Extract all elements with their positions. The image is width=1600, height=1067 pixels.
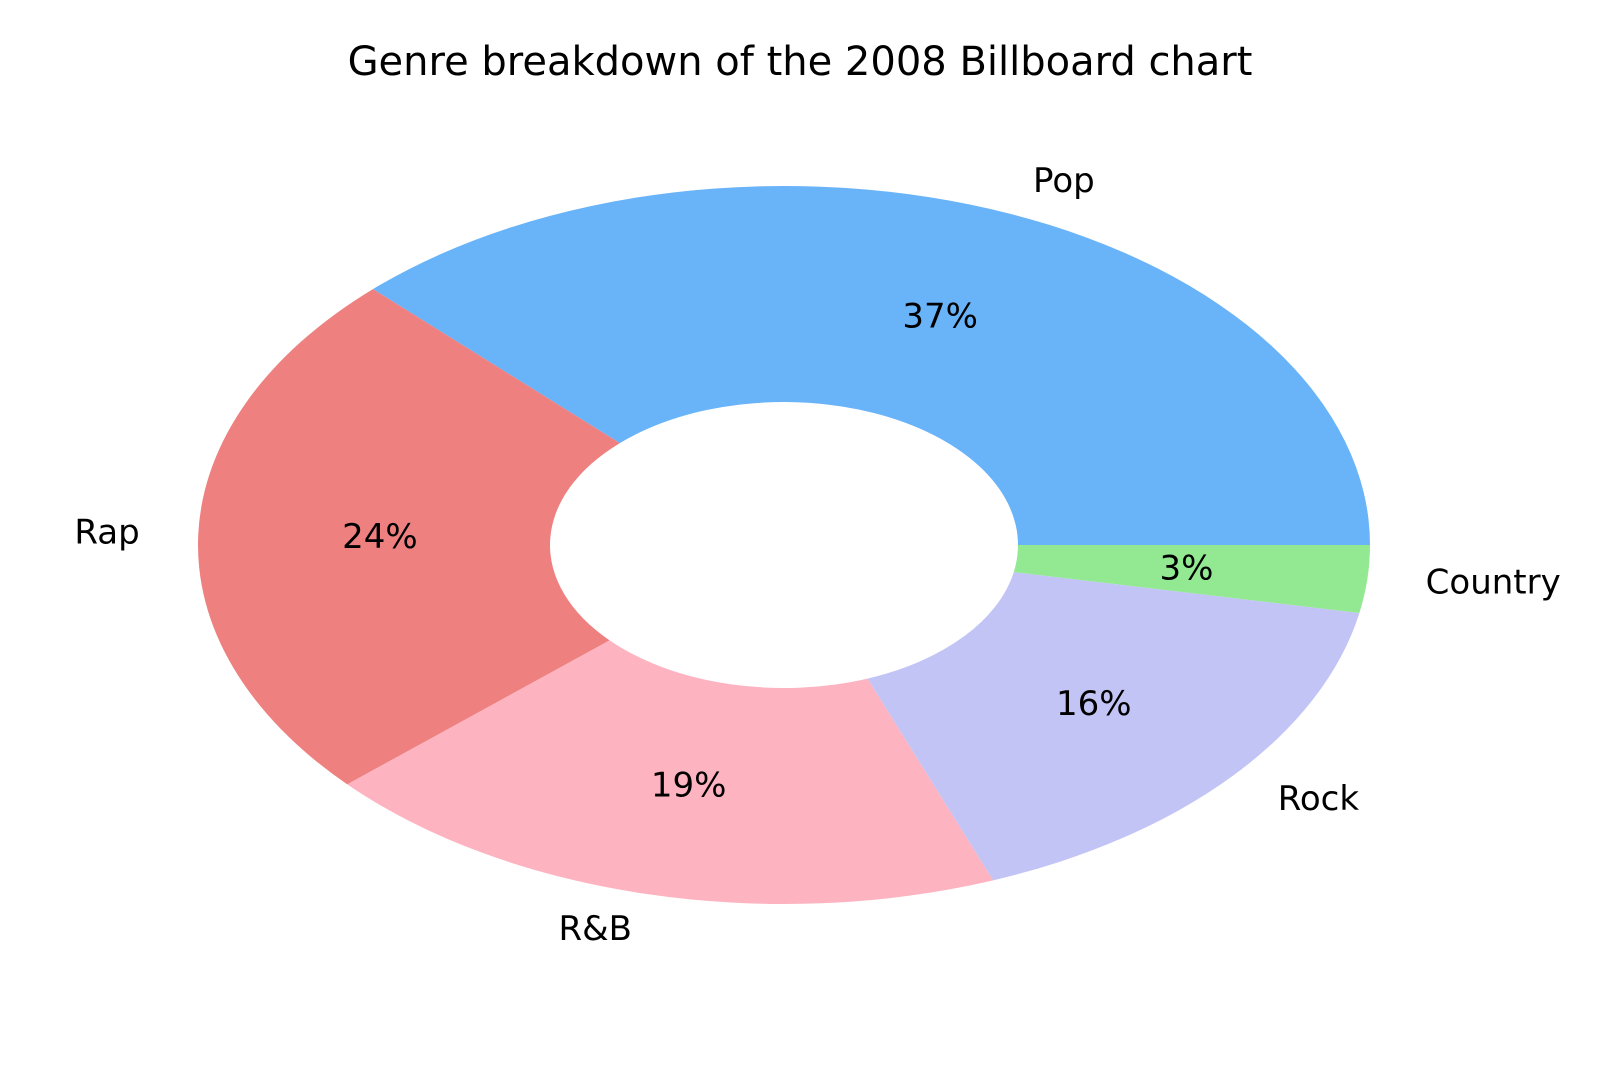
percent-label-rap: 24% bbox=[342, 517, 418, 557]
percent-label-pop: 37% bbox=[902, 297, 978, 337]
chart-title: Genre breakdown of the 2008 Billboard ch… bbox=[348, 39, 1253, 85]
slice-pop bbox=[372, 185, 1370, 545]
slice-r-b bbox=[347, 640, 994, 904]
slice-label-country: Country bbox=[1426, 563, 1561, 603]
slice-label-rock: Rock bbox=[1278, 779, 1360, 819]
percent-label-r-b: 19% bbox=[651, 766, 727, 806]
slice-labels-group: Pop Rap R&B Rock Country bbox=[74, 161, 1560, 949]
slice-country bbox=[1013, 545, 1370, 613]
slice-label-r-b: R&B bbox=[559, 909, 632, 949]
percent-label-rock: 16% bbox=[1056, 684, 1132, 724]
slice-label-rap: Rap bbox=[74, 512, 139, 552]
slice-rock bbox=[867, 572, 1360, 881]
percent-label-country: 3% bbox=[1160, 549, 1214, 589]
slice-label-pop: Pop bbox=[1033, 161, 1095, 201]
slice-rap bbox=[197, 289, 620, 785]
percent-labels-group: 37% 24% 19% 16% 3% bbox=[342, 297, 1213, 806]
slices-group bbox=[197, 185, 1370, 904]
